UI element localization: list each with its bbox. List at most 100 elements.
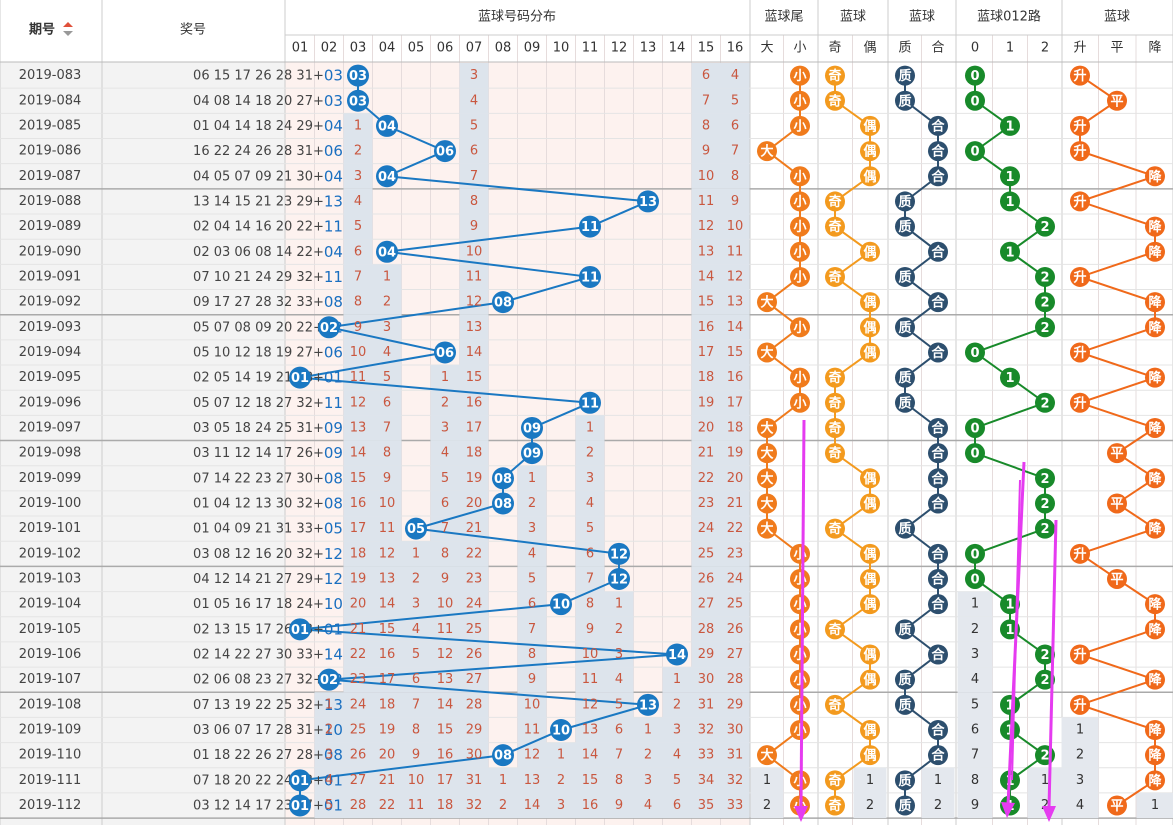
period: 2019-112 xyxy=(19,798,82,813)
period: 2019-084 xyxy=(19,93,82,108)
miss-count: 19 xyxy=(350,571,367,586)
miss-count: 8 xyxy=(702,118,710,133)
ball-label: 小 xyxy=(793,69,806,84)
miss-count: 17 xyxy=(466,420,483,435)
miss-count: 11 xyxy=(466,269,483,284)
prize-red: 01 04 14 18 24 29+ xyxy=(193,118,324,133)
ball-label: 降 xyxy=(1148,622,1162,638)
miss-count: 16 xyxy=(698,320,715,335)
miss-count: 15 xyxy=(727,345,744,360)
period: 2019-094 xyxy=(19,345,82,360)
period: 2019-095 xyxy=(19,370,82,385)
ball-label: 2 xyxy=(1040,472,1049,487)
miss-count: 18 xyxy=(466,446,483,461)
miss-count: 28 xyxy=(350,798,367,813)
ball-label: 降 xyxy=(1148,320,1162,336)
ball-label: 降 xyxy=(1148,773,1162,789)
miss-count: 3 xyxy=(383,320,391,335)
ball-label: 偶 xyxy=(863,748,876,764)
miss-count: 24 xyxy=(350,697,367,712)
miss-count: 21 xyxy=(698,446,715,461)
miss-count: 9 xyxy=(731,194,739,209)
prize-red: 06 15 17 26 28 31+ xyxy=(193,68,324,83)
miss-count: 10 xyxy=(408,773,425,788)
ball-label: 04 xyxy=(378,119,396,134)
prize-blue: 12 xyxy=(324,569,343,587)
miss-count: 6 xyxy=(383,395,391,410)
miss-count: 2 xyxy=(325,723,333,738)
ball-label: 03 xyxy=(349,69,367,84)
miss-count: 11 xyxy=(350,370,367,385)
miss-count: 19 xyxy=(727,446,744,461)
prize: 04 12 14 21 27 29+12 xyxy=(193,569,343,587)
miss-count: 22 xyxy=(350,647,367,662)
miss-count: 5 xyxy=(971,697,979,712)
period: 2019-100 xyxy=(19,496,82,511)
miss-count: 1 xyxy=(763,773,771,788)
column-header: 04 xyxy=(379,41,396,56)
ball-label: 1 xyxy=(1005,598,1014,613)
ball-label: 升 xyxy=(1073,697,1086,713)
prize: 07 10 21 24 29 32+11 xyxy=(193,267,343,285)
period: 2019-089 xyxy=(19,219,82,234)
ball-label: 合 xyxy=(931,420,945,436)
miss-count: 2 xyxy=(441,395,449,410)
miss-count: 15 xyxy=(350,471,367,486)
ball-label: 大 xyxy=(760,521,773,537)
miss-count: 20 xyxy=(698,420,715,435)
period-header[interactable]: 期号 xyxy=(29,23,55,38)
column-header: 08 xyxy=(495,41,512,56)
prize-blue: 01 xyxy=(324,620,343,638)
ball-label: 平 xyxy=(1110,94,1123,109)
miss-count: 27 xyxy=(727,647,744,662)
miss-count: 19 xyxy=(379,723,396,738)
column-header: 10 xyxy=(553,41,570,56)
ball-label: 升 xyxy=(1073,345,1086,361)
ball-label: 升 xyxy=(1073,647,1086,663)
group-header: 蓝球 xyxy=(840,10,866,25)
miss-count: 1 xyxy=(934,773,942,788)
miss-count: 1 xyxy=(528,471,536,486)
miss-count: 2 xyxy=(1076,748,1084,763)
ball-label: 06 xyxy=(436,346,454,361)
ball-label: 2 xyxy=(1040,648,1049,663)
ball-label: 0 xyxy=(970,145,979,160)
miss-count: 9 xyxy=(412,748,420,763)
miss-count: 31 xyxy=(698,697,715,712)
miss-count: 1 xyxy=(557,748,565,763)
prize-red: 03 05 18 24 25 31+ xyxy=(193,420,324,435)
miss-count: 5 xyxy=(354,219,362,234)
column-header: 01 xyxy=(292,41,309,56)
prize: 02 04 14 16 20 22+11 xyxy=(193,217,343,235)
miss-count: 7 xyxy=(702,93,710,108)
prize-blue: 01 xyxy=(324,368,343,386)
miss-count: 22 xyxy=(698,471,715,486)
period: 2019-105 xyxy=(19,622,82,637)
ball-label: 偶 xyxy=(863,295,876,311)
miss-count: 2 xyxy=(528,496,536,511)
ball-label: 小 xyxy=(793,396,806,411)
miss-count: 8 xyxy=(470,194,478,209)
period: 2019-090 xyxy=(19,244,82,259)
prize-blue: 14 xyxy=(324,645,343,663)
prize-red: 03 11 12 14 17 26+ xyxy=(193,446,324,461)
miss-count: 32 xyxy=(466,798,483,813)
column-header: 升 xyxy=(1073,41,1086,56)
ball-label: 04 xyxy=(378,245,396,260)
ball-label: 平 xyxy=(1110,447,1123,462)
miss-count: 31 xyxy=(727,748,744,763)
miss-count: 20 xyxy=(379,748,396,763)
ball-label: 质 xyxy=(898,68,911,84)
miss-count: 8 xyxy=(441,546,449,561)
period: 2019-085 xyxy=(19,118,82,133)
miss-count: 14 xyxy=(437,697,454,712)
column-header: 03 xyxy=(350,41,367,56)
miss-count: 6 xyxy=(702,68,710,83)
ball-label: 合 xyxy=(931,647,945,663)
prize: 16 22 24 26 28 31+06 xyxy=(193,142,343,160)
column-header: 1 xyxy=(1006,41,1014,56)
ball-label: 2 xyxy=(1040,749,1049,764)
miss-count: 27 xyxy=(698,597,715,612)
ball-label: 1 xyxy=(1005,245,1014,260)
miss-count: 4 xyxy=(383,345,391,360)
